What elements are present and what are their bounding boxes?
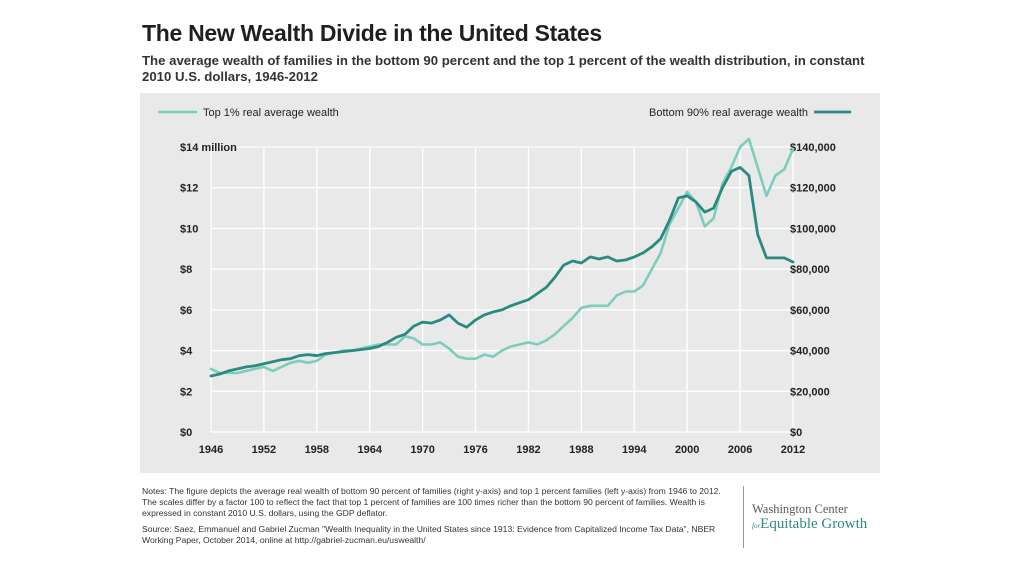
y-left-tick-label: $8 [180,264,192,276]
logo-line-1: Washington Center [752,502,848,516]
source-text: Source: Saez, Emmanuel and Gabriel Zucma… [142,524,716,545]
notes-text: Notes: The figure depicts the average re… [142,486,721,518]
y-right-tick-label: $140,000 [790,142,836,154]
x-tick-label: 1988 [569,444,593,456]
legend-label-top1: Top 1% real average wealth [203,107,339,119]
x-tick-label: 2012 [781,444,805,456]
y-right-tick-label: $100,000 [790,223,836,235]
x-tick-label: 1976 [463,444,487,456]
y-left-tick-label: $12 [180,183,198,195]
x-tick-label: 1970 [410,444,434,456]
x-tick-label: 2006 [728,444,752,456]
y-right-tick-label: $40,000 [790,346,830,358]
x-tick-label: 1994 [622,444,647,456]
y-right-tick-label: $0 [790,427,802,439]
chart-subtitle: The average wealth of families in the bo… [142,53,865,84]
y-right-tick-label: $80,000 [790,264,830,276]
notes-block: Notes: The figure depicts the average re… [142,486,722,551]
x-tick-label: 1964 [357,444,382,456]
y-left-tick-label: $10 [180,223,198,235]
x-tick-label: 1952 [252,444,276,456]
y-left-tick-label: $6 [180,305,192,317]
y-left-tick-label: $0 [180,427,192,439]
y-left-tick-label: $4 [180,346,193,358]
chart-title: The New Wealth Divide in the United Stat… [142,20,602,46]
series-line-bottom90 [209,166,795,378]
legend-label-bottom90: Bottom 90% real average wealth [649,107,808,119]
series-line-top1 [209,137,795,375]
line-chart: $0 $2 $4 $6 $8 $10 $12 $14 million $0 $20,000 $40,… [158,107,851,456]
divider [743,486,744,548]
logo-equitable-growth: Equitable Growth [760,516,868,532]
x-tick-label: 2000 [675,444,699,456]
y-left-tick-label: $14 million [180,142,237,154]
logo-for: for [752,522,761,530]
y-left-tick-label: $2 [180,386,192,398]
y-right-tick-label: $60,000 [790,305,830,317]
publisher-logo: Washington Center forEquitable Growth [752,502,867,534]
chart-panel: $0 $2 $4 $6 $8 $10 $12 $14 million $0 $20,000 $40,… [140,93,880,473]
x-tick-label: 1958 [305,444,329,456]
x-tick-label: 1982 [516,444,540,456]
logo-line-2: forEquitable Growth [752,516,867,534]
y-right-tick-label: $20,000 [790,386,830,398]
y-right-tick-label: $120,000 [790,183,836,195]
x-tick-label: 1946 [199,444,223,456]
